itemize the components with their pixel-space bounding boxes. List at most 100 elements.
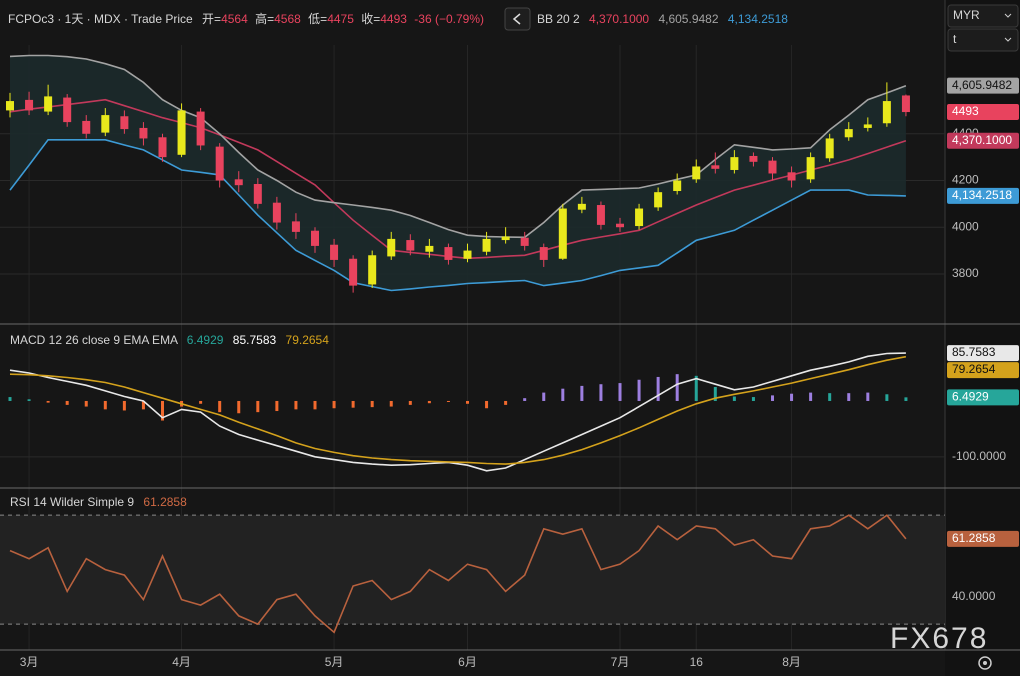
histogram-bar [466, 400, 469, 404]
close-label: 收= [361, 12, 380, 26]
overlay-layer: 3月 4月 5月 6月 7月 16 8月 4,605.9482 4493 4,370.1000 4,… [20, 77, 1019, 669]
price-badge-text: 61.2858 [952, 531, 996, 545]
candle-body [158, 137, 167, 158]
price-badge [947, 530, 1019, 547]
candle-body [6, 101, 14, 111]
histogram-bar [256, 400, 260, 413]
header-line: FCPOc3 · 1天 · MDX · Trade Price 开=4564 高… [8, 11, 484, 26]
x-tick-label: 3月 [20, 655, 39, 669]
candle-body [215, 146, 224, 181]
candle-body [844, 129, 853, 138]
macd-line [9, 352, 906, 472]
bb-lower: 4,134.2518 [728, 12, 788, 26]
price-badge-text: 79.2654 [952, 362, 996, 376]
watermark: FX678 [890, 622, 988, 655]
collapse-icon [512, 13, 521, 25]
candle-body [596, 205, 605, 225]
candle-body [272, 202, 281, 223]
field-text: t [953, 32, 957, 46]
candle-body [692, 166, 701, 180]
price-badge [947, 389, 1019, 406]
field-select[interactable] [947, 28, 1019, 52]
settings-button[interactable] [978, 656, 992, 670]
histogram-bar [809, 392, 813, 401]
histogram-bar [504, 400, 508, 405]
histogram-bar [847, 393, 851, 401]
histogram-bar [904, 397, 908, 401]
candle-body [901, 95, 910, 113]
y-tick-label: -100.0000 [952, 449, 1006, 463]
histogram-bar [885, 394, 889, 401]
histogram-bar [313, 400, 317, 410]
x-tick-label: 8月 [782, 655, 801, 669]
histogram-bar [65, 400, 69, 405]
candle-body [291, 221, 300, 232]
histogram-bar [732, 396, 736, 401]
rsi-band-fill [0, 515, 945, 625]
candle-body [749, 155, 758, 162]
bb-mid: 4,370.1000 [589, 12, 649, 26]
candle-body [787, 172, 796, 181]
macd-title: MACD 12 26 close 9 EMA EMA [10, 333, 178, 347]
currency-select[interactable] [947, 4, 1019, 28]
x-tick-label: 4月 [172, 655, 191, 669]
change: -36 (−0.79%) [414, 12, 484, 26]
price-badge-text: 6.4929 [952, 390, 989, 404]
candle-body [520, 237, 529, 246]
candle-body [387, 238, 396, 257]
candle-body [120, 116, 129, 130]
price-badge [947, 77, 1019, 94]
y-tick-label: 4200 [952, 173, 979, 187]
price-badge [947, 187, 1019, 204]
currency-text: MYR [953, 8, 980, 22]
bollinger-line [9, 139, 906, 292]
settings-icon [978, 656, 992, 670]
settings-icon-dot [983, 661, 987, 665]
x-tick-label: 16 [690, 655, 704, 669]
candle-body [196, 111, 205, 146]
price-badge [947, 362, 1019, 379]
histogram-bar [561, 388, 565, 401]
candle-body [25, 99, 34, 111]
price-badge-text: 4,134.2518 [952, 188, 1012, 202]
histogram-bar [275, 400, 279, 412]
high-value: 4568 [274, 12, 301, 26]
candle-body [101, 115, 110, 133]
macd-legend: MACD 12 26 close 9 EMA EMA 6.4929 85.758… [10, 333, 329, 347]
histogram-bar [141, 400, 145, 410]
histogram-bar [84, 400, 88, 407]
histogram-bar [790, 393, 794, 401]
histogram-bar [8, 397, 12, 401]
candle-body [139, 127, 148, 139]
histogram-bar [618, 383, 622, 401]
candle-body [635, 208, 644, 227]
histogram-bar [332, 400, 336, 409]
rsi-title: RSI 14 Wilder Simple 9 [10, 495, 134, 509]
candle-body [253, 184, 262, 204]
histogram-bar [218, 400, 222, 413]
low-label: 低= [308, 12, 327, 26]
price-badge-text: 4493 [952, 104, 979, 118]
histogram-bar [580, 385, 584, 401]
histogram-bar [751, 397, 755, 401]
histogram-bar [294, 400, 298, 410]
histogram-bar [599, 384, 603, 401]
histogram-bar [351, 400, 355, 408]
price-badge-text: 85.7583 [952, 345, 996, 359]
price-axis-area [945, 0, 1020, 676]
candle-body [673, 180, 682, 192]
macd-line-value: 85.7583 [233, 333, 277, 347]
candle-body [82, 120, 91, 134]
candle-body [177, 110, 186, 155]
histogram-bar [675, 374, 679, 401]
candle-body [501, 236, 510, 241]
x-tick-label: 7月 [611, 655, 630, 669]
histogram-bar [485, 400, 489, 409]
histogram-bar [370, 400, 374, 408]
collapse-button[interactable] [504, 7, 531, 31]
histogram-bar [122, 400, 126, 411]
histogram-bar [828, 393, 832, 401]
candle-body [349, 258, 358, 286]
